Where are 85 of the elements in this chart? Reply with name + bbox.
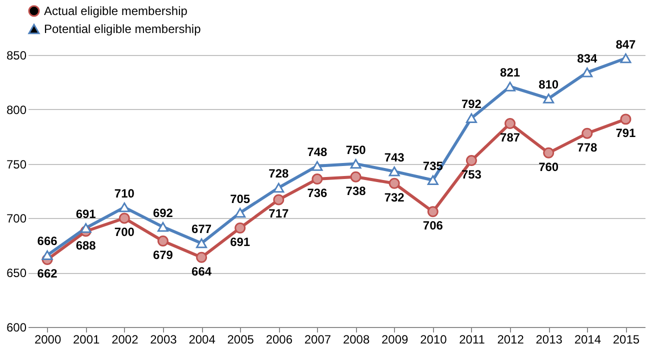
data-label: 748 <box>307 144 328 159</box>
data-label: 666 <box>37 234 58 248</box>
point <box>388 166 400 176</box>
data-label: 691 <box>230 234 250 249</box>
point <box>504 82 516 92</box>
data-label: 700 <box>114 225 135 240</box>
point <box>234 222 246 234</box>
data-label: 750 <box>346 142 366 157</box>
point <box>273 182 284 193</box>
x-tick-label: 2007 <box>304 332 332 346</box>
x-tick-label: 2015 <box>612 332 640 346</box>
point <box>196 252 208 263</box>
data-label: 810 <box>538 78 559 92</box>
legend-label: Potential eligible membership <box>44 22 202 36</box>
point <box>312 161 323 171</box>
point <box>350 158 362 169</box>
data-label: 688 <box>76 238 96 252</box>
y-tick-label: 850 <box>6 48 27 62</box>
point <box>427 175 438 185</box>
x-tick-label: 2008 <box>342 332 370 346</box>
data-label: 679 <box>152 248 174 262</box>
data-label: 732 <box>384 190 405 204</box>
point <box>466 113 477 123</box>
y-tick-label: 700 <box>6 212 27 226</box>
x-tick-label: 2004 <box>188 332 216 346</box>
point <box>234 208 246 218</box>
data-label: 692 <box>152 206 174 220</box>
data-label: 706 <box>422 218 444 233</box>
data-label: 736 <box>307 186 328 200</box>
data-label: 753 <box>461 168 482 182</box>
data-label: 743 <box>384 150 405 164</box>
point <box>582 68 593 78</box>
y-tick-label: 750 <box>6 157 27 172</box>
y-tick-label: 650 <box>6 266 27 280</box>
point <box>118 202 130 212</box>
x-tick-label: 2001 <box>72 332 100 346</box>
y-tick-label: 600 <box>6 320 27 334</box>
point <box>42 250 53 260</box>
point <box>388 178 400 189</box>
data-label: 738 <box>346 184 366 198</box>
point <box>157 222 168 232</box>
data-label: 787 <box>500 130 520 145</box>
data-label: 792 <box>461 97 482 112</box>
data-label: 705 <box>230 192 250 206</box>
point <box>196 238 208 248</box>
data-label: 760 <box>538 160 559 174</box>
point <box>312 174 323 185</box>
x-tick-label: 2002 <box>112 332 139 346</box>
data-label: 821 <box>500 66 520 80</box>
data-label: 728 <box>268 166 289 181</box>
x-tick-label: 2006 <box>266 332 293 346</box>
x-tick-label: 2011 <box>459 332 486 346</box>
data-label: 834 <box>577 51 598 66</box>
point <box>157 236 168 247</box>
point <box>543 147 554 158</box>
data-label: 778 <box>577 140 598 154</box>
x-tick-label: 2003 <box>150 332 178 346</box>
data-label: 791 <box>616 126 636 140</box>
data-label: 691 <box>76 206 96 221</box>
y-tick-label: 800 <box>6 102 27 117</box>
legend-label: Actual eligible membership <box>44 4 188 18</box>
x-tick-label: 2013 <box>536 332 563 346</box>
point <box>80 223 92 233</box>
point <box>350 171 362 182</box>
point <box>427 206 438 218</box>
point <box>504 118 516 130</box>
x-tick-label: 2000 <box>34 332 62 346</box>
point <box>620 114 632 125</box>
x-tick-label: 2010 <box>420 332 448 346</box>
point <box>582 128 593 139</box>
point <box>466 155 477 166</box>
point <box>273 194 284 206</box>
x-tick-label: 2009 <box>381 332 409 346</box>
point <box>118 212 130 224</box>
point <box>620 53 632 64</box>
point <box>543 94 554 104</box>
data-label: 717 <box>268 206 289 221</box>
data-label: 664 <box>192 264 212 278</box>
data-label: 677 <box>192 222 212 236</box>
x-tick-label: 2014 <box>574 332 602 346</box>
data-label: 710 <box>114 186 135 200</box>
data-label: 847 <box>616 37 636 52</box>
x-tick-label: 2005 <box>227 332 254 346</box>
data-label: 662 <box>37 266 58 281</box>
x-tick-label: 2012 <box>497 332 524 346</box>
